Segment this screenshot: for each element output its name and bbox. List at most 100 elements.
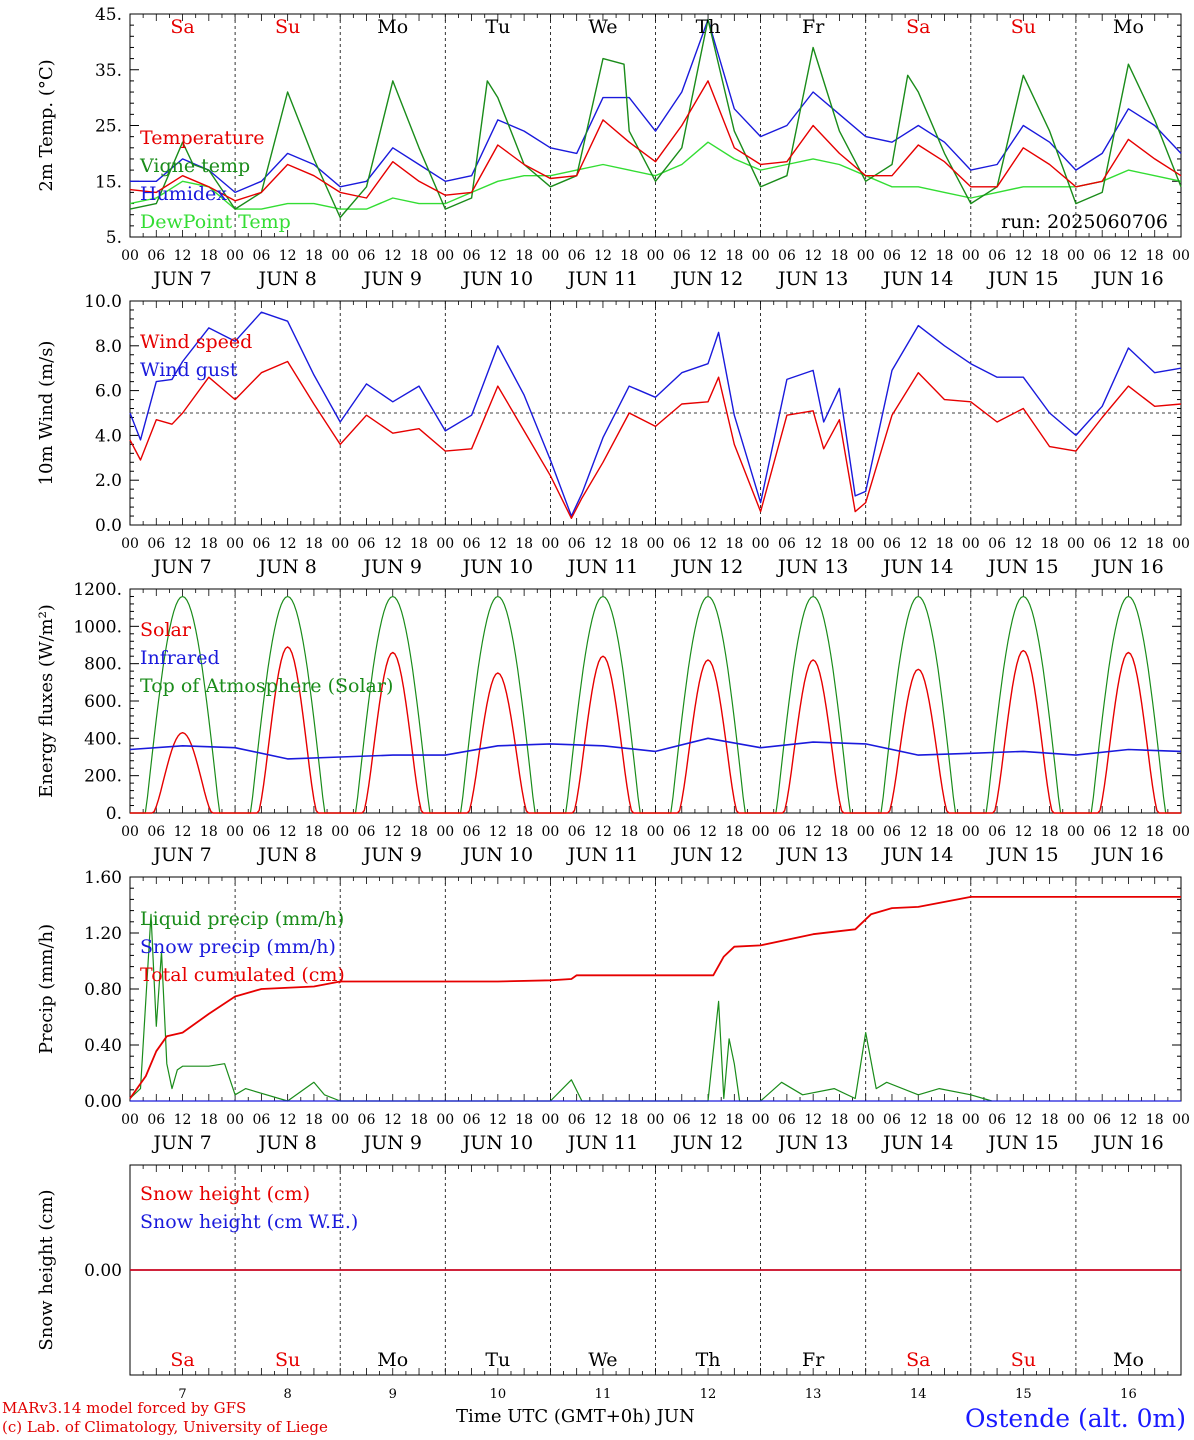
hour-tick-label: 00	[857, 248, 875, 264]
hour-tick-label: 12	[489, 536, 507, 552]
hour-tick-label: 12	[699, 248, 717, 264]
hour-tick-label: 18	[1041, 824, 1059, 840]
weekday-label: Mo	[1113, 16, 1144, 38]
weekday-label: Mo	[1113, 1349, 1144, 1371]
hour-tick-label: 00	[752, 824, 770, 840]
weekday-label: Mo	[377, 16, 408, 38]
hour-tick-label: 18	[1146, 248, 1164, 264]
date-label: JUN 10	[461, 844, 533, 866]
x-axis-title: Time UTC (GMT+0h) JUN	[456, 1406, 695, 1427]
hour-tick-label: 06	[252, 1112, 270, 1128]
hour-tick-label: 00	[857, 1112, 875, 1128]
infrared-line	[129, 737, 1182, 760]
hour-tick-label: 06	[988, 536, 1006, 552]
hour-tick-label: 06	[463, 248, 481, 264]
hour-tick-label: 18	[410, 536, 428, 552]
day-number-label: 8	[284, 1387, 292, 1402]
y-tick-label: 1.60	[84, 868, 122, 888]
hour-tick-label: 18	[1146, 824, 1164, 840]
hour-tick-label: 00	[647, 824, 665, 840]
hour-tick-label: 00	[857, 536, 875, 552]
hour-tick-label: 12	[909, 824, 927, 840]
y-tick-label: 600.	[84, 692, 122, 712]
date-label: JUN 7	[151, 1132, 211, 1154]
hour-tick-label: 06	[147, 1112, 165, 1128]
legend-entry: Snow height (cm)	[140, 1183, 310, 1205]
hour-tick-label: 00	[541, 1112, 559, 1128]
hour-tick-label: 00	[647, 248, 665, 264]
hour-tick-label: 06	[252, 248, 270, 264]
hour-tick-label: 18	[305, 536, 323, 552]
precip-series-line	[129, 913, 992, 1102]
hour-tick-label: 12	[909, 248, 927, 264]
hour-tick-label: 18	[1041, 536, 1059, 552]
hour-tick-label: 18	[831, 536, 849, 552]
y-tick-label: 25.	[95, 117, 122, 137]
hour-tick-label: 12	[699, 536, 717, 552]
y-tick-label: 35.	[95, 61, 122, 81]
date-label: JUN 12	[671, 268, 743, 290]
hour-tick-label: 12	[1120, 536, 1138, 552]
date-label: JUN 15	[986, 268, 1058, 290]
date-label: JUN 14	[881, 1132, 953, 1154]
hour-tick-label: 18	[936, 1112, 954, 1128]
weekday-label: Tu	[485, 1349, 510, 1371]
hour-tick-label: 18	[305, 824, 323, 840]
hour-tick-label: 12	[174, 536, 192, 552]
hour-tick-label: 00	[331, 1112, 349, 1128]
day-number-label: 10	[490, 1387, 507, 1402]
hour-tick-label: 18	[305, 1112, 323, 1128]
weekday-label: Sa	[906, 16, 930, 38]
date-label: JUN 9	[362, 1132, 422, 1154]
hour-tick-label: 00	[1067, 824, 1085, 840]
date-label: JUN 10	[461, 1132, 533, 1154]
temp-series-line	[129, 141, 1182, 210]
hour-tick-label: 12	[384, 824, 402, 840]
date-label: JUN 13	[776, 1132, 848, 1154]
legend-entry: Total cumulated (cm)	[140, 964, 345, 986]
hour-tick-label: 06	[673, 1112, 691, 1128]
date-label: JUN 16	[1091, 844, 1163, 866]
hour-tick-label: 06	[1093, 824, 1111, 840]
hour-tick-label: 00	[647, 536, 665, 552]
hour-tick-label: 12	[489, 1112, 507, 1128]
hour-tick-label: 18	[200, 1112, 218, 1128]
y-tick-label: 15.	[95, 172, 122, 192]
hour-tick-label: 18	[831, 1112, 849, 1128]
y-tick-label: 0.	[106, 804, 122, 824]
date-label: JUN 12	[671, 556, 743, 578]
hour-tick-label: 18	[1041, 1112, 1059, 1128]
hour-tick-label: 12	[1120, 1112, 1138, 1128]
day-number-label: 13	[805, 1387, 822, 1402]
hour-tick-label: 12	[384, 1112, 402, 1128]
hour-tick-label: 12	[1120, 248, 1138, 264]
hour-tick-label: 18	[515, 536, 533, 552]
hour-tick-label: 12	[804, 1112, 822, 1128]
y-axis-label: Precip (mm/h)	[36, 924, 57, 1054]
copyright: (c) Lab. of Climatology, University of L…	[2, 1418, 328, 1436]
date-label: JUN 12	[671, 1132, 743, 1154]
hour-tick-label: 06	[147, 248, 165, 264]
hour-tick-label: 12	[1014, 248, 1032, 264]
hour-tick-label: 12	[594, 1112, 612, 1128]
wind-series-line	[129, 360, 1182, 519]
date-label: JUN 8	[256, 844, 316, 866]
hour-tick-label: 00	[331, 824, 349, 840]
hour-tick-label: 00	[541, 248, 559, 264]
date-label: JUN 11	[566, 268, 638, 290]
weekday-label: We	[588, 16, 617, 38]
hour-tick-label: 06	[883, 1112, 901, 1128]
hour-tick-label: 00	[962, 248, 980, 264]
hour-tick-label: 00	[1067, 248, 1085, 264]
hour-tick-label: 00	[752, 536, 770, 552]
date-label: JUN 13	[776, 268, 848, 290]
hour-tick-label: 06	[883, 536, 901, 552]
hour-tick-label: 06	[568, 248, 586, 264]
hour-tick-label: 00	[1172, 248, 1190, 264]
y-tick-label: 1000.	[73, 617, 122, 637]
hour-tick-label: 12	[279, 824, 297, 840]
legend-entry: Top of Atmosphere (Solar)	[140, 675, 393, 697]
hour-tick-label: 06	[883, 824, 901, 840]
y-tick-label: 8.0	[95, 337, 122, 357]
y-tick-label: 800.	[84, 655, 122, 675]
